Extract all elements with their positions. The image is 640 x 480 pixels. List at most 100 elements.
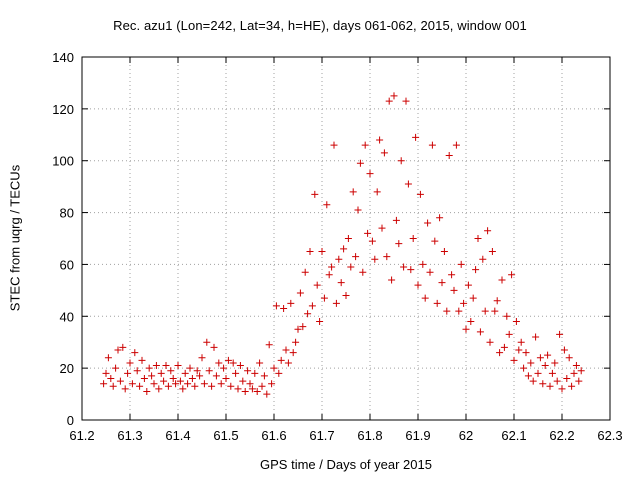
data-point-plus [236, 362, 244, 370]
x-tick-label: 62.3 [597, 428, 622, 443]
data-point-plus [256, 359, 264, 367]
data-point-plus [191, 382, 199, 390]
data-point-plus [344, 235, 352, 242]
data-point-plus [174, 362, 182, 370]
data-point-plus [421, 294, 429, 302]
data-point-plus [368, 237, 376, 245]
data-point-plus [100, 380, 108, 388]
data-point-plus [301, 268, 309, 276]
data-point-plus [337, 279, 345, 287]
data-point-plus [133, 367, 141, 375]
data-point-plus [188, 375, 196, 383]
data-point-plus [544, 351, 552, 359]
data-point-plus [460, 299, 468, 307]
data-point-plus [380, 149, 388, 157]
data-point-plus [424, 219, 432, 227]
x-tick-label: 61.9 [405, 428, 430, 443]
data-point-plus [136, 382, 144, 390]
data-point-plus [469, 294, 477, 302]
data-point-plus [287, 299, 295, 307]
data-point-plus [503, 312, 511, 320]
data-point-plus [493, 297, 501, 305]
data-point-plus [462, 325, 470, 333]
data-point-plus [496, 349, 504, 357]
data-point-plus [157, 369, 165, 377]
data-point-plus [289, 349, 297, 357]
data-point-plus [486, 338, 494, 346]
data-point-plus [169, 375, 177, 383]
data-point-plus [354, 206, 362, 214]
data-point-plus [484, 227, 492, 235]
data-point-plus [311, 190, 319, 198]
data-point-plus [522, 349, 530, 357]
data-point-plus [476, 328, 484, 336]
data-point-plus [263, 390, 271, 398]
data-point-plus [359, 268, 367, 276]
data-point-plus [508, 271, 516, 279]
data-point-plus [404, 180, 412, 188]
data-point-plus [414, 281, 422, 289]
data-point-plus [524, 372, 532, 380]
data-point-plus [510, 356, 518, 364]
data-point-plus [148, 372, 156, 380]
data-point-plus [527, 359, 535, 367]
data-point-plus [220, 364, 228, 372]
data-point-plus [539, 380, 547, 388]
data-point-plus [126, 359, 134, 367]
data-point-plus [488, 247, 496, 255]
data-point-plus [208, 382, 216, 390]
data-point-plus [330, 141, 338, 149]
data-point-plus [541, 362, 549, 370]
data-point-plus [457, 260, 465, 268]
data-point-plus [467, 317, 475, 325]
data-point-plus [229, 359, 237, 367]
data-point-plus [181, 369, 189, 377]
data-point-plus [184, 380, 192, 388]
data-point-plus [203, 338, 211, 346]
data-point-plus [162, 362, 170, 370]
data-point-plus [198, 354, 206, 362]
data-point-plus [215, 359, 223, 367]
data-point-plus [260, 372, 268, 380]
data-point-plus [407, 266, 415, 274]
y-tick-label: 80 [60, 206, 74, 221]
data-point-plus [102, 369, 110, 377]
data-point-plus [244, 367, 252, 375]
data-point-plus [378, 224, 386, 232]
data-point-plus [443, 307, 451, 315]
data-point-plus [332, 299, 340, 307]
data-point-plus [140, 375, 148, 383]
data-point-plus [200, 380, 208, 388]
data-point-plus [491, 307, 499, 315]
data-point-plus [536, 354, 544, 362]
y-tick-label: 60 [60, 257, 74, 272]
data-point-plus [500, 343, 508, 351]
data-point-plus [270, 364, 278, 372]
x-axis-label: GPS time / Days of year 2015 [260, 457, 432, 472]
x-tick-label: 61.5 [213, 428, 238, 443]
data-point-plus [186, 364, 194, 372]
plot-frame [81, 56, 611, 421]
data-point-plus [128, 380, 136, 388]
y-tick-label: 140 [52, 50, 74, 65]
data-point-plus [448, 271, 456, 279]
data-point-plus [520, 364, 528, 372]
data-point-plus [474, 235, 482, 242]
data-point-plus [577, 367, 585, 375]
data-point-plus [400, 263, 408, 271]
data-point-plus [268, 380, 276, 388]
data-point-plus [397, 157, 405, 165]
data-point-plus [277, 356, 285, 364]
data-point-plus [340, 245, 348, 253]
data-point-plus [224, 356, 232, 364]
y-tick-label: 120 [52, 102, 74, 117]
data-point-plus [505, 330, 513, 338]
data-point-plus [239, 377, 247, 385]
data-point-plus [361, 141, 369, 149]
data-point-plus [428, 141, 436, 149]
data-point-plus [440, 247, 448, 255]
data-point-plus [160, 377, 168, 385]
data-point-plus [232, 369, 240, 377]
data-point-plus [212, 372, 220, 380]
data-points [100, 92, 585, 398]
